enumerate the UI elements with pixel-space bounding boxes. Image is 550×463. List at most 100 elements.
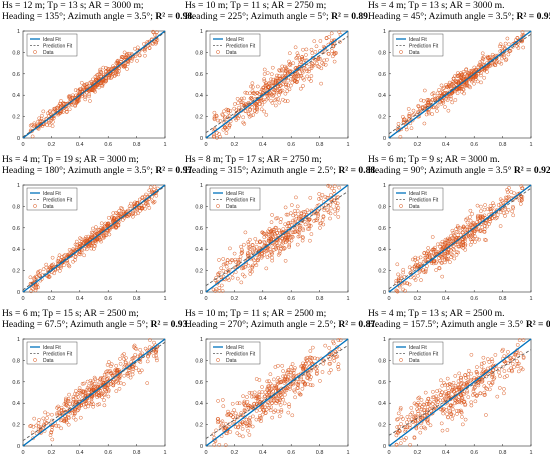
y-tick-label: 0.2 [12,115,20,121]
data-point [111,64,115,69]
data-point [303,357,308,361]
data-point [458,78,462,83]
data-point [319,221,323,226]
data-point [443,243,448,247]
data-point [439,378,443,383]
y-tick-label: 0.8 [195,358,203,364]
data-point [117,375,122,379]
data-point [412,401,417,406]
data-point [326,183,331,188]
caption-end: . [375,165,378,176]
data-point [313,207,318,212]
data-point [445,393,450,398]
data-point [270,252,274,257]
legend-label-ideal: Ideal Fit [226,37,244,43]
data-point [297,225,302,230]
data-point [333,207,337,212]
data-point [259,107,264,112]
y-tick-label: 0 [200,136,203,142]
data-point [295,229,300,233]
data-point [284,371,289,376]
data-point [71,395,76,399]
data-point [487,207,492,211]
data-point [309,360,314,365]
data-point [224,264,229,269]
data-point [75,392,79,397]
y-tick-label: 0.2 [195,115,203,121]
data-point [237,114,241,118]
data-point [262,79,267,83]
chart-panel: Hs = 6 m; Tp = 9 s; AR = 3000 m. Heading … [366,154,550,308]
data-point [247,417,251,422]
data-point [318,379,322,383]
panel-caption: Hs = 10 m; Tp = 11 s; AR = 2500 m; Headin… [185,308,378,330]
data-point [71,259,75,264]
data-point [315,218,319,223]
prediction-fit-line [22,341,166,442]
data-point [472,385,477,390]
data-point [409,406,414,410]
data-point [118,361,123,366]
data-point [426,97,431,102]
data-point [443,240,448,245]
data-point [519,198,524,203]
data-point [257,390,262,395]
data-point [75,97,80,102]
caption-line2: Heading = 90°; Azimuth angle = 3.5° [368,165,514,176]
data-point [337,185,341,190]
caption-line1: Hs = 10 m; Tp = 11 s; AR = 2750 m; [185,0,327,11]
data-point [250,89,255,93]
panel-caption: Hs = 12 m; Tp = 13 s; AR = 3000 m; Headin… [2,0,195,22]
data-point [226,409,230,414]
x-tick-label: 0.4 [442,296,450,302]
data-point [405,420,409,425]
x-tick-label: 0.8 [316,296,324,302]
data-point [487,222,492,226]
data-point [88,378,93,383]
data-point [461,87,466,92]
data-point [62,254,66,258]
data-point [412,436,417,440]
data-point [304,53,308,57]
data-point [304,368,309,373]
prediction-fit-line [388,187,532,290]
data-point [298,223,303,228]
data-point [425,419,430,424]
data-point [440,390,444,395]
data-point [333,211,338,216]
data-point [130,356,135,361]
data-point [456,244,461,249]
data-point [102,233,106,238]
data-point [469,400,474,405]
data-point [50,116,55,121]
data-point [422,408,426,412]
data-point [492,214,497,219]
legend-label-data: Data [43,50,54,56]
data-point [498,42,503,47]
data-point [441,245,446,250]
data-point [106,215,111,220]
data-point [114,211,118,215]
data-point [79,389,84,393]
data-point [338,338,343,342]
data-point [147,194,152,199]
data-point [291,230,296,235]
data-point [430,395,435,400]
legend-data-marker [399,358,403,362]
data-point [50,412,54,417]
legend-data-marker [216,204,220,208]
data-point [299,211,304,216]
data-point [407,112,412,116]
data-point [122,357,126,361]
caption-end: . [187,319,190,330]
data-point [293,211,298,216]
data-point [82,246,87,251]
data-point [283,67,288,71]
data-point [408,443,413,447]
data-point [470,237,475,242]
data-point [423,414,427,418]
data-point [145,381,150,385]
data-point [461,225,466,230]
data-point [482,75,487,80]
